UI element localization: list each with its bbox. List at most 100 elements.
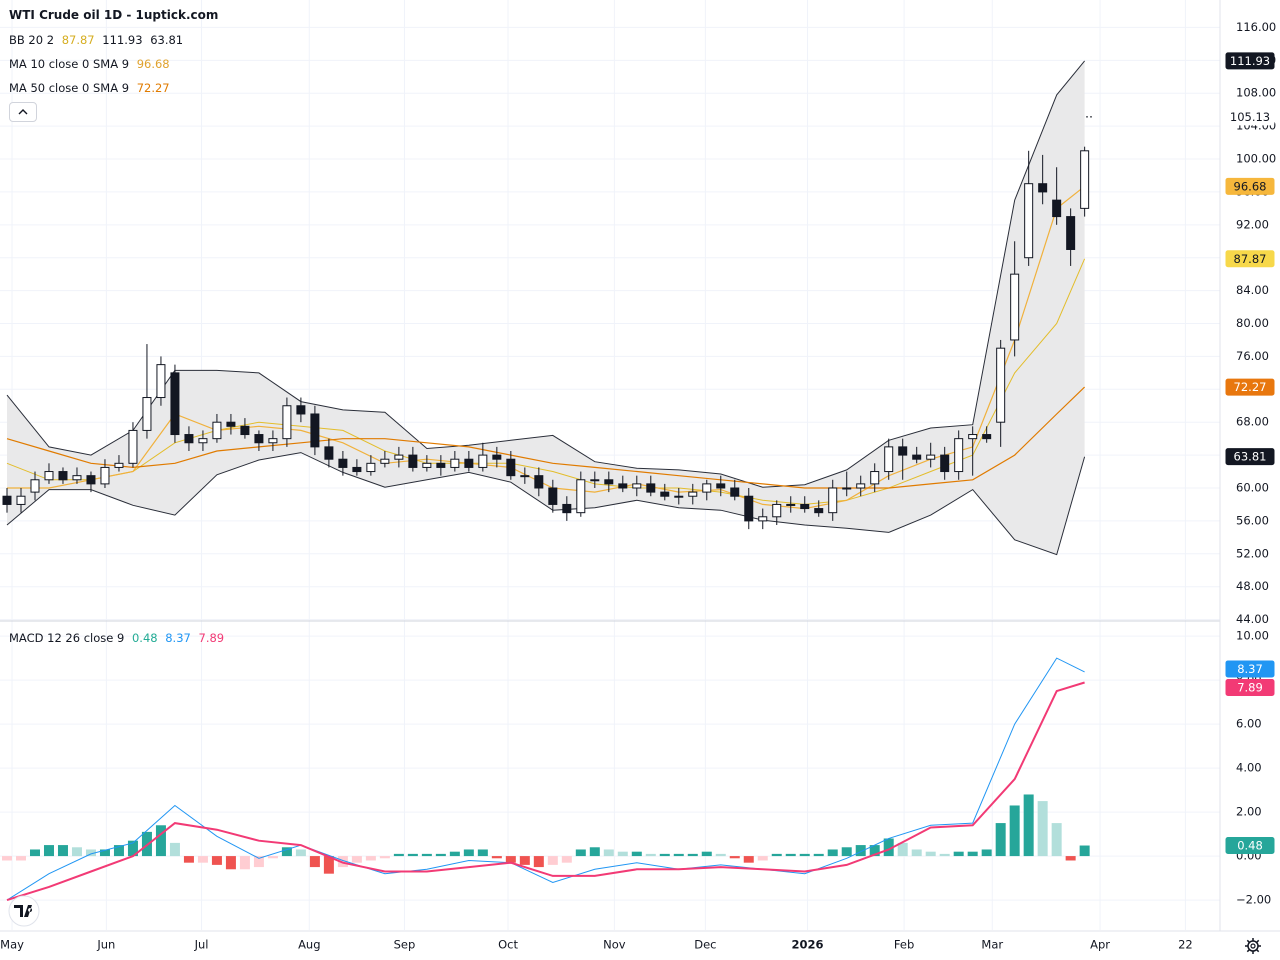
candle-body [702, 483, 712, 493]
x-tick-label: Feb [894, 938, 914, 952]
candle-body [44, 471, 54, 481]
candle-body [1024, 183, 1034, 259]
histogram-bar [379, 856, 390, 859]
histogram-bar [1051, 823, 1062, 857]
histogram-bar [813, 853, 824, 857]
candle-body [450, 458, 460, 468]
histogram-bar [421, 853, 432, 857]
legend-value: 87.87 [61, 33, 95, 47]
histogram-bar [309, 856, 320, 868]
histogram-bar [1065, 856, 1076, 861]
x-tick-label: Mar [981, 938, 1003, 952]
candle-body [380, 458, 390, 464]
legend-value: 72.27 [136, 81, 170, 95]
collapse-button[interactable] [9, 102, 37, 122]
price-badge [1225, 660, 1275, 678]
price-badge [1225, 679, 1275, 696]
y-tick-label: 92.00 [1236, 217, 1269, 231]
candle-body [156, 364, 166, 399]
candle-body [2, 495, 12, 505]
histogram-bar [659, 853, 670, 857]
histogram-bar [841, 847, 852, 857]
histogram-bar [827, 849, 838, 857]
histogram-bar [575, 849, 586, 857]
legend-bb: BB 20 2 87.87 111.93 63.81 [9, 33, 187, 47]
candle-body [744, 495, 754, 522]
y-tick-label: 52.00 [1236, 546, 1269, 560]
legend-value: 96.68 [136, 57, 170, 71]
candle-body [422, 462, 432, 468]
y-tick-label: 56.00 [1236, 513, 1269, 527]
y-tick-label: 68.00 [1236, 415, 1269, 429]
histogram-bar [617, 851, 628, 857]
candle-body [520, 475, 530, 478]
candle-body [786, 503, 796, 506]
candle-body [1010, 273, 1020, 341]
histogram-bar [799, 853, 810, 857]
candle-body [954, 438, 964, 473]
histogram-bar [883, 838, 894, 857]
price-badge [1225, 378, 1275, 396]
candle-body [828, 487, 838, 514]
candle-body [478, 454, 488, 468]
x-tick-label: Aug [298, 938, 320, 952]
price-badge [1225, 250, 1275, 268]
candle-body [898, 446, 908, 456]
candle-body [254, 434, 264, 444]
histogram-bar [295, 849, 306, 857]
candle-body [282, 405, 292, 440]
legend-value: 0.48 [131, 631, 158, 645]
logo[interactable] [8, 895, 40, 927]
histogram-bar [155, 825, 166, 857]
histogram-bar [701, 851, 712, 857]
candle-body [268, 438, 278, 444]
histogram-bar [1079, 845, 1090, 857]
histogram-bar [757, 856, 768, 861]
candle-body [184, 434, 194, 444]
histogram-bar [1023, 794, 1034, 857]
candle-body [996, 347, 1006, 423]
candle-body [660, 491, 670, 497]
macd-pane [1, 657, 1090, 902]
candle-body [408, 454, 418, 468]
candle-body [800, 503, 810, 510]
histogram-bar [715, 853, 726, 857]
candle-body [758, 516, 768, 522]
candle-body [1038, 183, 1048, 193]
histogram-bar [337, 856, 348, 868]
price-badge [1225, 177, 1275, 195]
chart-title: WTI Crude oil 1D - 1uptick.com [9, 8, 219, 22]
x-tick-label: Oct [498, 938, 518, 952]
ma-line [6, 386, 1086, 489]
candle-body [632, 483, 642, 489]
histogram-bar [505, 856, 516, 863]
candle-body [100, 466, 110, 485]
histogram-bar [435, 853, 446, 857]
histogram-bar [57, 845, 68, 857]
candle-body [1080, 150, 1090, 209]
y-tick-label: 44.00 [1236, 612, 1269, 626]
candle-body [716, 483, 726, 489]
histogram-bar [15, 856, 26, 861]
histogram-bar [197, 856, 208, 863]
histogram-bar [771, 853, 782, 857]
candle-body [548, 487, 558, 505]
candle-body [1052, 199, 1062, 218]
price-badge-label: 87.87 [1234, 252, 1267, 266]
histogram-bar [547, 856, 558, 865]
histogram-bar [533, 856, 544, 868]
histogram-bar [127, 840, 138, 857]
candle-body [730, 487, 740, 497]
price-badge-label: 111.93 [1230, 54, 1270, 68]
candle-body [674, 495, 684, 498]
histogram-bar [897, 842, 908, 857]
histogram-bar [855, 845, 866, 857]
price-badge [1225, 448, 1275, 466]
histogram-bar [743, 856, 754, 863]
price-badge-label: 8.37 [1237, 662, 1263, 676]
settings-icon[interactable] [1245, 938, 1261, 954]
candle-body [296, 405, 306, 415]
candle-body [590, 479, 600, 482]
chevron [18, 109, 28, 115]
